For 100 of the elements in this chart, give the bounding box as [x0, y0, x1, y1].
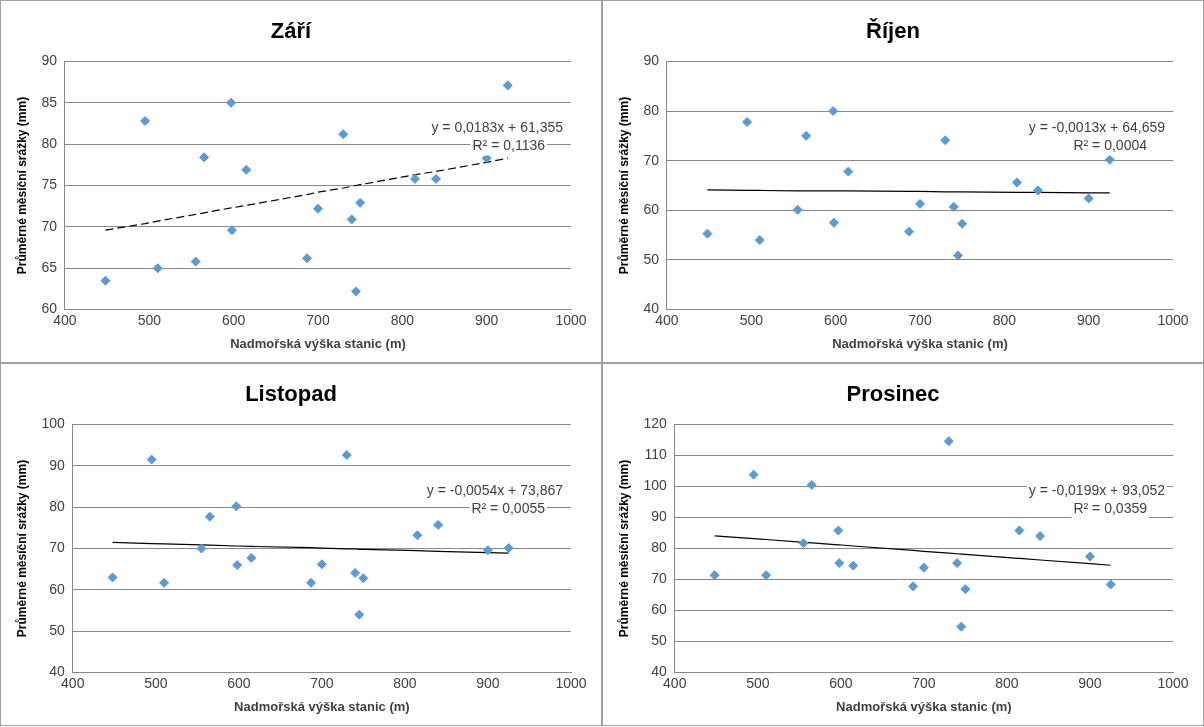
y-tick-label: 50: [49, 622, 65, 639]
x-tick-label: 500: [137, 311, 162, 328]
x-tick-label: 600: [227, 674, 251, 691]
point: [231, 501, 242, 512]
y-tick-label: 100: [41, 415, 65, 432]
chart-title: Prosinec: [846, 381, 940, 407]
point: [918, 562, 929, 573]
x-tick-label: 1000: [555, 674, 587, 691]
point: [409, 173, 420, 184]
point: [355, 197, 366, 208]
y-tick-label: 60: [643, 201, 660, 218]
y-tick-label: 70: [651, 570, 667, 587]
point: [232, 560, 243, 571]
point: [798, 538, 809, 549]
x-tick-label: 700: [306, 311, 330, 328]
y-tick-label: 85: [41, 93, 58, 110]
point: [241, 164, 252, 175]
x-axis-title: Nadmořská výška stanic (m): [230, 335, 406, 351]
x-tick-label: 900: [1078, 674, 1102, 691]
point: [346, 214, 357, 225]
point: [199, 152, 210, 163]
point: [952, 250, 963, 261]
point: [503, 543, 514, 554]
x-tick-label: 600: [221, 311, 246, 328]
annotation: y = 0,0183x + 61,355: [431, 119, 564, 136]
x-tick-label: 800: [393, 674, 417, 691]
x-tick-label: 1000: [1157, 674, 1189, 691]
point: [748, 469, 759, 480]
point: [834, 558, 845, 569]
point: [1033, 185, 1044, 196]
x-tick-label: 700: [908, 311, 932, 328]
point: [904, 226, 915, 237]
point: [1084, 551, 1095, 562]
point: [140, 115, 151, 126]
point: [482, 545, 493, 556]
y-tick-label: 80: [49, 497, 65, 514]
point: [960, 584, 971, 595]
y-axis-title: Průměrné měsíční srážky (mm): [616, 96, 631, 275]
x-tick-label: 1000: [555, 311, 587, 328]
x-tick-label: 900: [1076, 311, 1101, 328]
x-tick-label: 700: [310, 674, 334, 691]
point: [1011, 177, 1022, 188]
point: [908, 581, 919, 592]
point: [302, 253, 313, 264]
point: [948, 201, 959, 212]
chart-title: Září: [270, 18, 313, 44]
point: [196, 543, 207, 554]
point: [952, 558, 963, 569]
y-tick-label: 50: [651, 632, 667, 649]
chart-title: Říjen: [866, 18, 920, 44]
y-tick-label: 40: [49, 663, 65, 680]
point: [354, 609, 365, 620]
point: [761, 570, 772, 581]
point: [754, 235, 765, 246]
annotation: y = -0,0054x + 73,867: [426, 482, 564, 499]
y-tick-label: 40: [643, 300, 660, 317]
point: [159, 577, 170, 588]
point: [190, 256, 201, 267]
point: [957, 218, 968, 229]
point: [1083, 193, 1094, 204]
point: [1014, 525, 1025, 536]
y-tick-label: 70: [49, 539, 65, 556]
point: [433, 519, 444, 530]
annotation: y = -0,0199x + 93,052: [1028, 482, 1166, 499]
point: [1104, 154, 1115, 165]
point: [341, 450, 352, 461]
x-tick-label: 900: [474, 311, 499, 328]
point: [709, 570, 720, 581]
y-tick-label: 50: [643, 250, 660, 267]
point: [312, 203, 323, 214]
x-axis-title: Nadmořská výška stanic (m): [832, 335, 1008, 351]
y-tick-label: 90: [651, 508, 667, 525]
y-tick-label: 70: [643, 151, 660, 168]
y-axis-title: Průměrné měsíční srážky (mm): [14, 459, 29, 638]
point: [943, 436, 954, 447]
point: [742, 116, 753, 127]
point: [801, 130, 812, 141]
y-tick-label: 110: [644, 446, 667, 463]
y-tick-label: 90: [643, 52, 660, 69]
y-tick-label: 60: [41, 300, 58, 317]
point: [152, 263, 163, 274]
x-tick-label: 700: [912, 674, 936, 691]
annotation: R² = 0,1136: [472, 137, 546, 154]
x-tick-label: 800: [992, 311, 1017, 328]
point: [843, 166, 854, 177]
y-tick-label: 100: [643, 477, 667, 494]
y-tick-label: 80: [651, 539, 667, 556]
point: [226, 97, 237, 108]
point: [828, 106, 839, 117]
point: [226, 225, 237, 236]
y-tick-label: 90: [41, 52, 58, 69]
x-tick-label: 500: [746, 674, 770, 691]
point: [1035, 531, 1046, 542]
point: [828, 217, 839, 228]
y-tick-label: 65: [41, 259, 58, 276]
point: [107, 572, 118, 583]
chart-title: Listopad: [245, 381, 337, 407]
line-series: [104, 157, 509, 231]
point: [1105, 579, 1116, 590]
point: [316, 559, 327, 570]
